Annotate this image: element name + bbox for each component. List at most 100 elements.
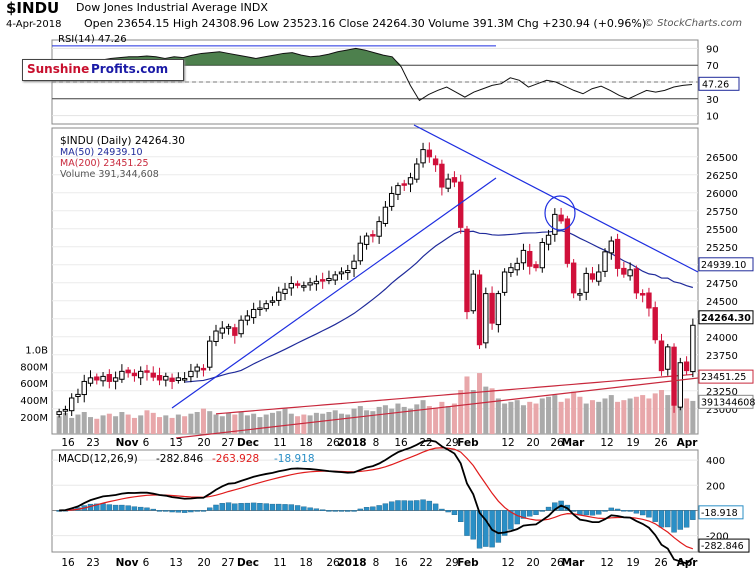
price-value-label: 24939.10: [701, 260, 746, 271]
candle-body: [564, 218, 571, 264]
candle-body: [395, 185, 401, 195]
candle-body: [282, 288, 288, 294]
candle-body: [138, 370, 144, 379]
volume-bar: [414, 404, 420, 434]
macd-histogram-bar: [181, 510, 188, 513]
candle-body: [332, 274, 338, 281]
x-tick-label: Mar: [562, 557, 586, 569]
macd-histogram-bar: [137, 506, 144, 511]
candle-body: [583, 272, 589, 293]
macd-hist-box: [698, 505, 744, 520]
macd-histogram-bar: [432, 503, 439, 511]
macd-histogram-bar: [533, 510, 539, 515]
candle-body: [401, 183, 407, 186]
volume-bar: [364, 410, 370, 434]
price-tick-label: 23000: [706, 405, 738, 416]
macd-histogram-bar: [232, 503, 238, 511]
macd-histogram-bar: [213, 504, 219, 511]
macd-histogram-bar: [388, 501, 395, 511]
uptrend-line: [171, 177, 497, 409]
x-tick-label: 11: [273, 557, 286, 569]
macd-histogram-bar: [100, 503, 106, 511]
volume-bar: [433, 407, 439, 434]
x-tick-label: Dec: [237, 437, 259, 449]
rsi-line: [55, 47, 693, 102]
volume-bar: [301, 414, 307, 434]
candle-body: [432, 158, 439, 166]
volume-bar: [100, 415, 106, 434]
x-tick-label: 6: [143, 437, 150, 449]
candle-body: [552, 213, 558, 235]
candle-body: [357, 242, 364, 262]
macd-histogram-bar: [106, 504, 113, 511]
volume-bar: [552, 395, 558, 434]
candle-body: [476, 274, 483, 346]
volume-bar: [62, 412, 68, 434]
candle-body: [658, 340, 665, 372]
x-tick-label: 22: [419, 557, 432, 569]
candle-body: [527, 250, 533, 267]
candle-body: [370, 234, 376, 237]
macd-histogram-bar: [508, 510, 514, 530]
volume-bar: [615, 401, 621, 434]
volume-bar: [533, 403, 539, 434]
x-tick-label: 26: [326, 437, 340, 449]
volume-bar: [263, 414, 269, 434]
x-tick-label: 29: [445, 437, 458, 449]
bar-date: 4-Apr-2018: [6, 19, 62, 30]
candle-body: [508, 267, 514, 273]
x-tick-label: 29: [445, 557, 458, 569]
candle-body: [238, 319, 244, 335]
volume-bar: [558, 401, 564, 434]
candle-body: [464, 228, 470, 313]
volume-tick-label: 400M: [20, 396, 48, 407]
candle-body: [533, 264, 539, 269]
macd-histogram-bar: [495, 510, 502, 543]
volume-bar: [119, 412, 125, 434]
volume-bar: [564, 398, 570, 434]
volume-bar: [408, 408, 414, 434]
volume-bar: [395, 403, 401, 434]
candle-body: [219, 327, 225, 334]
macd-histogram-bar: [464, 510, 470, 536]
price-tick-label: 25500: [706, 225, 738, 236]
volume-bar: [269, 412, 275, 434]
candle-body: [470, 273, 476, 312]
candle-body: [614, 238, 621, 269]
ticker-symbol: $INDU: [6, 0, 60, 17]
rsi-tick-label: 30: [706, 95, 719, 106]
macd-histogram-bar: [112, 504, 119, 511]
macd-histogram-bar: [194, 510, 200, 512]
candle-body: [125, 369, 131, 374]
macd-value-box: [698, 538, 750, 553]
candle-body: [608, 240, 614, 254]
logo-text-part2: Profits.com: [91, 62, 169, 76]
macd-histogram-bar: [244, 502, 251, 511]
macd-histogram-bar: [307, 507, 313, 511]
rsi-tick-label: 10: [706, 112, 719, 123]
x-tick-label: 16: [394, 437, 408, 449]
x-tick-label: 18: [299, 557, 312, 569]
macd-histogram-bar: [188, 510, 194, 513]
volume-bar: [357, 406, 363, 434]
candle-body: [276, 291, 282, 301]
candle-body: [194, 366, 200, 372]
candle-body: [106, 374, 113, 382]
candle-body: [100, 375, 106, 382]
volume-bar: [658, 390, 664, 434]
volume-bar: [401, 406, 407, 434]
volume-bar: [295, 416, 301, 434]
volume-bar: [464, 376, 470, 434]
candle-body: [451, 177, 458, 183]
candle-body: [294, 283, 301, 286]
macd-histogram-bar: [288, 504, 295, 511]
x-tick-label: Feb: [457, 437, 479, 449]
candle-body: [188, 370, 194, 378]
x-tick-label: 20: [197, 557, 210, 569]
volume-bar: [420, 400, 426, 434]
price-legend-item: MA(200) 23451.25: [60, 158, 149, 169]
volume-bar: [251, 413, 257, 434]
candle-body: [683, 361, 690, 372]
volume-bar: [370, 411, 376, 434]
